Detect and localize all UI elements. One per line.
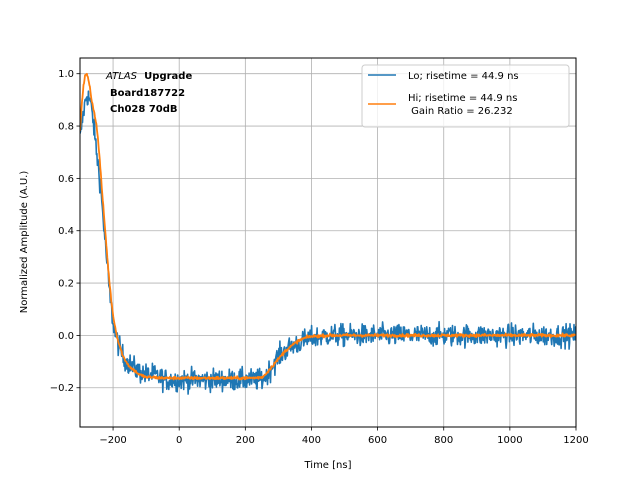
- annotation: ATLAS Upgrade Board187722 Ch028 70dB: [105, 71, 192, 115]
- ticks: −200 0 200 400 600 800 1000 1200 −0.2 0.0 0.2 0.4 0.…: [50, 69, 589, 446]
- x-tick-label: 1000: [497, 435, 522, 446]
- y-tick-label: 0.8: [58, 122, 74, 133]
- x-axis-label: Time [ns]: [303, 460, 351, 471]
- x-tick-label: 200: [236, 435, 255, 446]
- upgrade-label: Upgrade: [144, 71, 192, 82]
- y-tick-label: −0.2: [50, 383, 74, 394]
- x-tick-label: 800: [434, 435, 453, 446]
- legend-label-hi: Hi; risetime = 44.9 ns Gain Ratio = 26.2…: [408, 93, 517, 117]
- legend-label-lo: Lo; risetime = 44.9 ns: [408, 71, 519, 82]
- legend-box: [361, 64, 570, 128]
- y-tick-label: 0.6: [58, 174, 74, 185]
- annotation-board: Board187722: [110, 88, 185, 99]
- y-tick-label: 0.0: [58, 331, 74, 342]
- x-tick-label: 0: [176, 435, 182, 446]
- legend-label-line: Lo; risetime = 44.9 ns: [408, 71, 519, 82]
- y-axis-label: Normalized Amplitude (A.U.): [19, 171, 30, 314]
- series-hi-line: [80, 72, 576, 381]
- annotation-line-1: ATLAS Upgrade: [105, 71, 192, 82]
- y-tick-label: 0.4: [58, 226, 74, 237]
- series-layer: [80, 72, 576, 395]
- legend-label-line: Gain Ratio = 26.232: [408, 106, 513, 117]
- x-tick-label: 600: [368, 435, 387, 446]
- atlas-label: ATLAS: [105, 71, 138, 82]
- y-tick-label: 1.0: [58, 69, 74, 80]
- y-tick-label: 0.2: [58, 279, 74, 290]
- plot-frame: [79, 57, 577, 428]
- x-tick-label: 1200: [563, 435, 588, 446]
- x-tick-label: 400: [302, 435, 321, 446]
- x-tick-label: −200: [99, 435, 126, 446]
- annotation-channel: Ch028 70dB: [110, 104, 178, 115]
- legend: Lo; risetime = 44.9 ns Hi; risetime = 44…: [361, 64, 570, 128]
- legend-label-line: Hi; risetime = 44.9 ns: [408, 93, 517, 104]
